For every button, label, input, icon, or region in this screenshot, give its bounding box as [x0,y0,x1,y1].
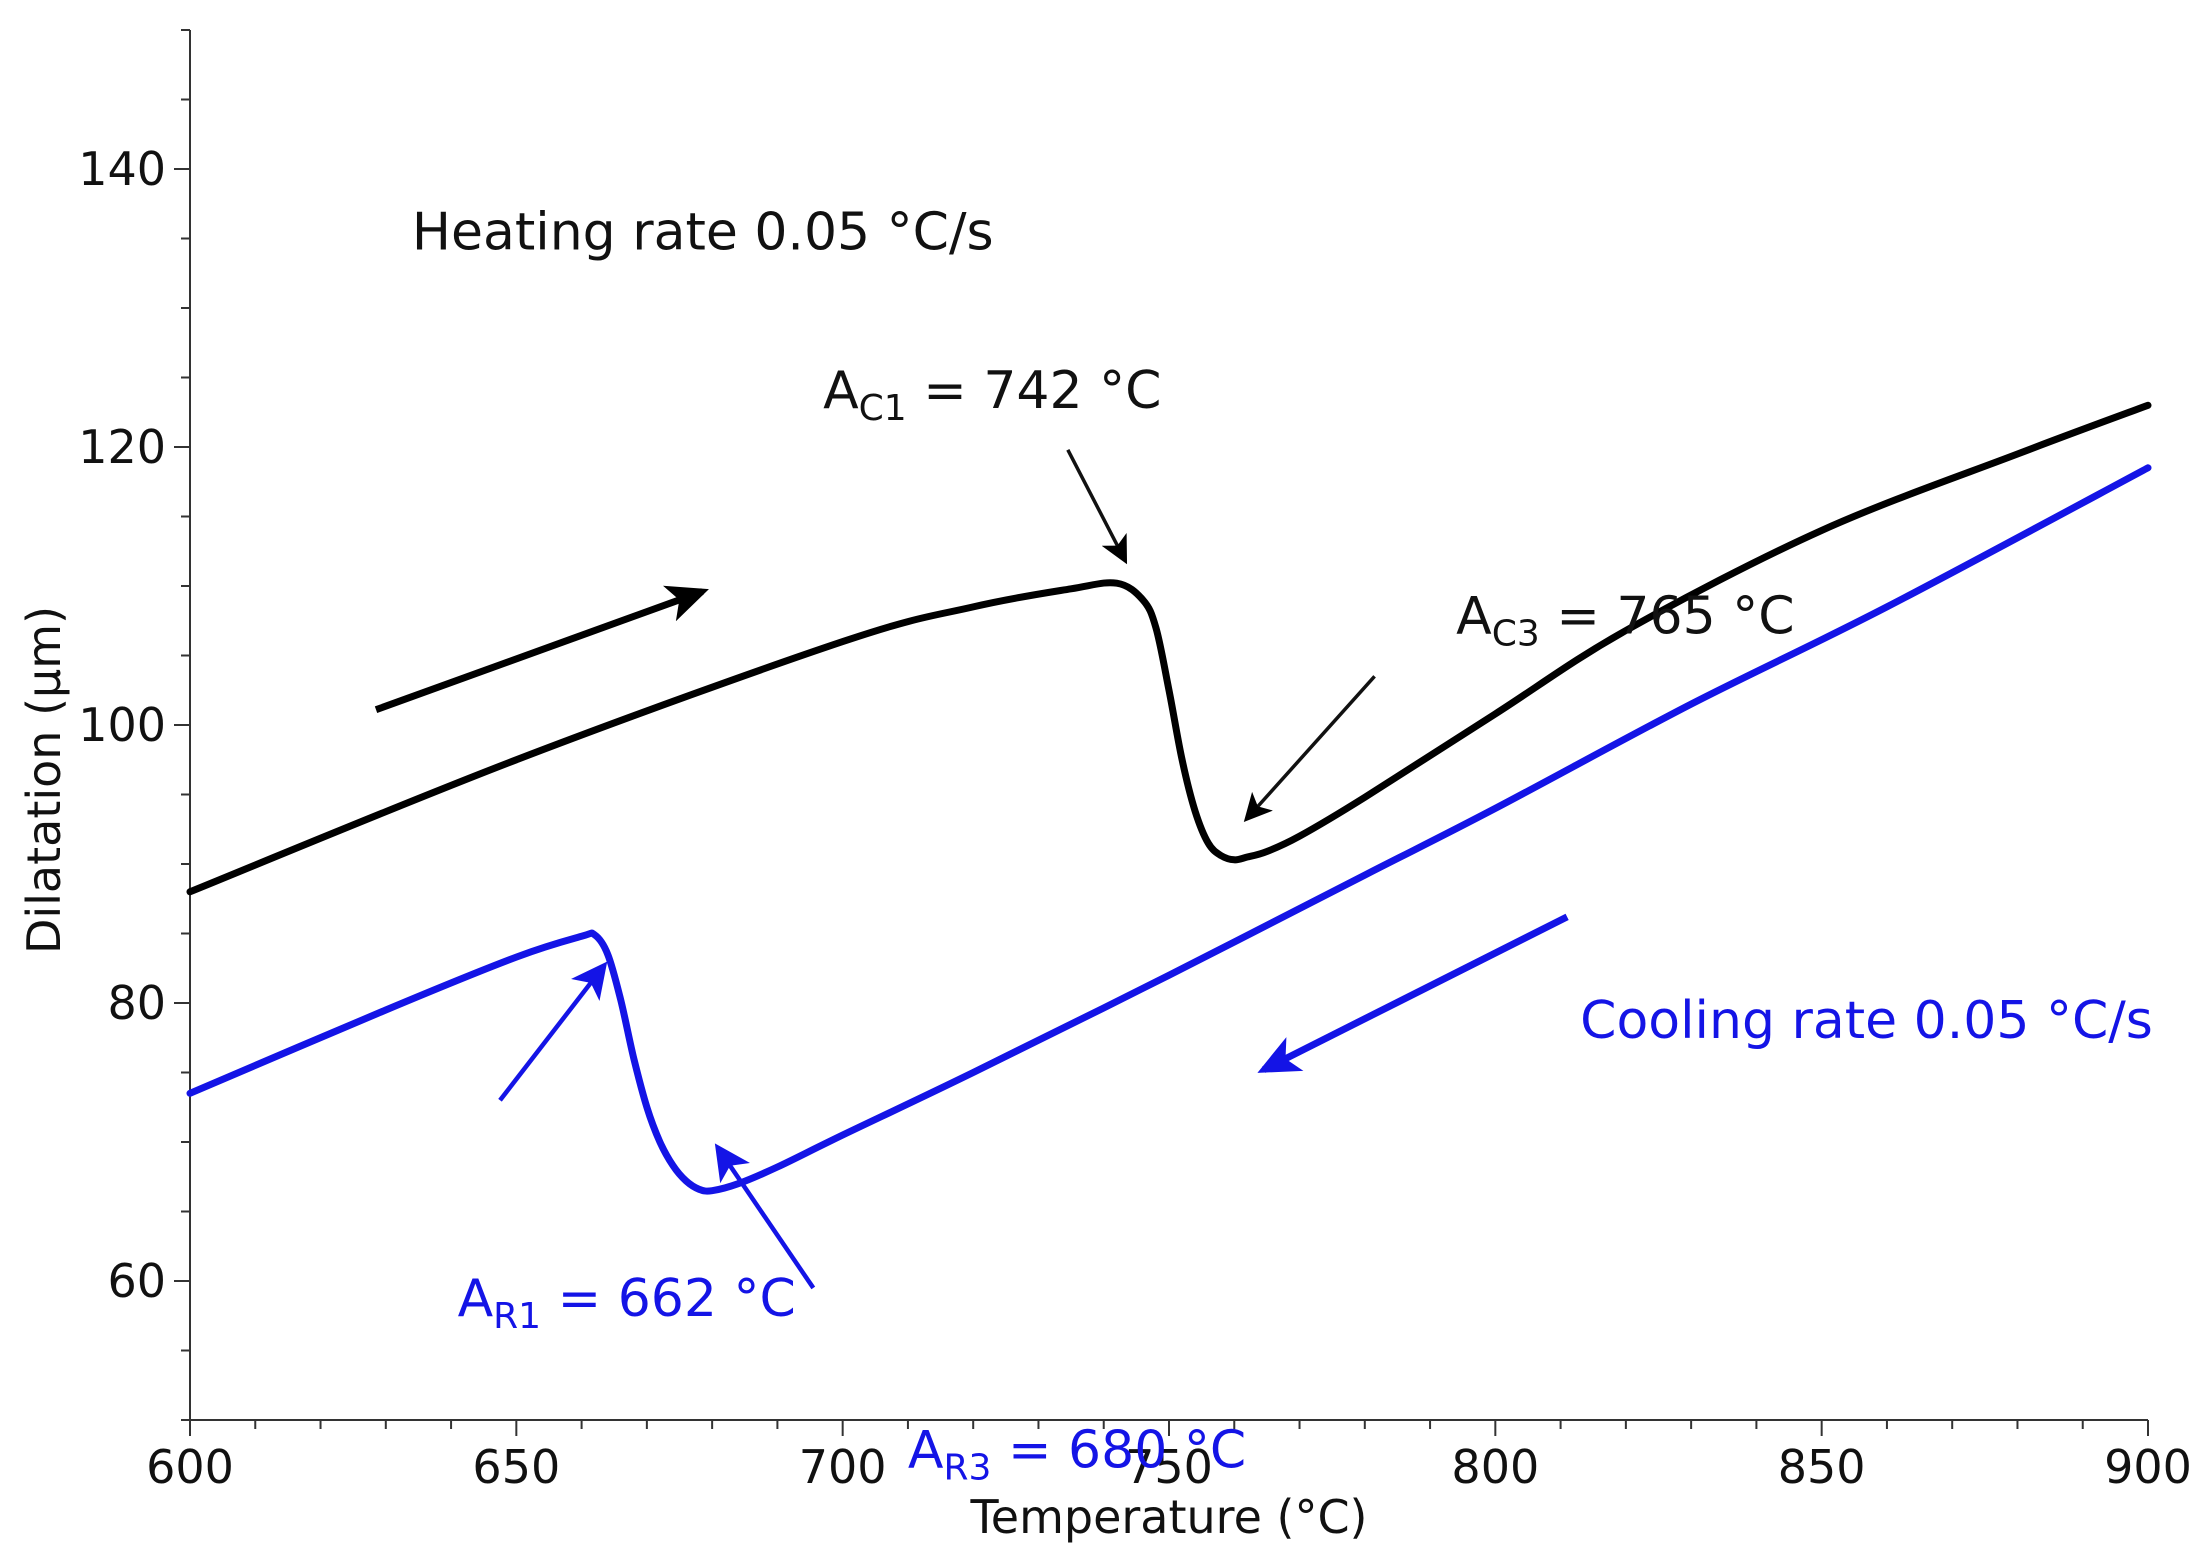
data-series [186,401,2152,1195]
y-tick-label: 140 [78,142,166,196]
ar1-arrow [498,961,608,1102]
tick-marks [174,29,2149,1436]
heating-rate-label: Heating rate 0.05 °C/s [412,203,994,263]
ac1-arrow [1066,448,1128,565]
cooling-direction-arrow [1257,913,1569,1073]
annotations: Heating rate 0.05 °C/s Cooling rate 0.05 … [412,203,2153,1489]
x-tick-label: 700 [799,1440,887,1494]
y-tick-label: 120 [78,420,166,474]
x-tick-label: 600 [146,1440,234,1494]
cooling-rate-label: Cooling rate 0.05 °C/s [1580,991,2153,1051]
ac1-label: AC1 = 742 °C [823,361,1161,429]
y-axis-title: Dilatation (µm) [17,606,71,954]
x-axis-title: Temperature (°C) [969,1490,1367,1544]
ar1-label: AR1 = 662 °C [458,1269,796,1337]
x-tick-label: 650 [472,1440,560,1494]
ac3-arrow [1243,675,1376,823]
x-tick-label: 750 [1125,1440,1213,1494]
x-tick-label: 900 [2104,1440,2192,1494]
y-tick-label: 100 [78,698,166,752]
x-tick-label: 800 [1451,1440,1539,1494]
x-tick-label: 850 [1778,1440,1866,1494]
annotation-arrows [374,448,1569,1290]
ar3-arrow [714,1143,816,1290]
ac3-label: AC3 = 765 °C [1456,586,1794,654]
tick-labels: 600 650 700 750 800 850 900 60 80 100 120 140 [78,142,2192,1494]
y-tick-label: 60 [107,1254,166,1308]
y-tick-label: 80 [107,976,166,1030]
ar3-label: AR3 = 680 °C [908,1420,1246,1488]
series-line-heating [186,401,2152,896]
series-line-cooling [186,464,2152,1195]
heating-direction-arrow [374,585,709,714]
